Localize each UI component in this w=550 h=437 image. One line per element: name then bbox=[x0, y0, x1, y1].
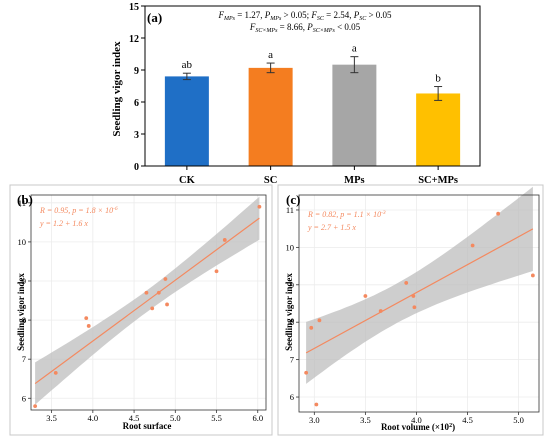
data-point bbox=[165, 302, 169, 307]
y-tick-label: 11 bbox=[286, 205, 294, 215]
bar-scmps bbox=[416, 93, 461, 166]
y-tick-label: 9 bbox=[290, 280, 294, 290]
panel-label: (c) bbox=[286, 192, 300, 207]
y-tick-label: 10 bbox=[18, 237, 27, 247]
scatter-panel-root-volume: 6 7 8 9 10 11 3.0 3.5 4.0 4.5 5.0 (c) R = 0.82, p… bbox=[277, 184, 544, 436]
correlation-text: R = 0.95, p = 1.8 × 10-6 bbox=[39, 206, 118, 215]
y-tick-label: 9 bbox=[22, 276, 26, 286]
data-point bbox=[378, 309, 383, 313]
data-point bbox=[363, 294, 368, 298]
data-point bbox=[257, 204, 262, 209]
y-tick-label: 7 bbox=[22, 354, 26, 364]
data-point bbox=[317, 318, 322, 323]
y-tick-label: 11 bbox=[18, 198, 26, 208]
x-tick-label: 4.0 bbox=[411, 415, 422, 425]
significance-letter: b bbox=[435, 73, 441, 85]
significance-letter: ab bbox=[182, 59, 193, 71]
data-point bbox=[404, 281, 409, 285]
data-point bbox=[163, 277, 168, 281]
data-point bbox=[411, 294, 416, 298]
plot-frame bbox=[30, 194, 267, 411]
x-tick-label: 5.0 bbox=[170, 413, 181, 423]
y-tick-label: 9 bbox=[134, 66, 139, 77]
y-axis-title: Seedling vigor index bbox=[111, 41, 123, 137]
panel-label: (b) bbox=[17, 192, 33, 207]
y-tick-label: 6 bbox=[134, 98, 139, 109]
y-tick-label: 3 bbox=[134, 130, 139, 141]
x-tick-label: SC bbox=[264, 175, 277, 186]
x-tick-label: SC+MPs bbox=[418, 175, 458, 186]
x-tick-label: 4.5 bbox=[129, 413, 140, 423]
equation-text: y = 2.7 + 1.5 x bbox=[307, 223, 356, 232]
data-point bbox=[222, 238, 227, 242]
x-axis-title: Root volume (×102) bbox=[381, 422, 455, 432]
significance-letter: a bbox=[268, 49, 273, 61]
y-tick-label: 7 bbox=[290, 355, 294, 365]
data-point bbox=[86, 324, 91, 328]
y-tick-label: 12 bbox=[129, 34, 139, 45]
x-tick-label: 3.5 bbox=[46, 413, 57, 423]
data-point bbox=[496, 211, 501, 216]
data-point bbox=[156, 290, 161, 295]
y-tick-label: 10 bbox=[286, 242, 295, 252]
y-tick-label: 6 bbox=[22, 393, 26, 403]
data-point bbox=[412, 305, 417, 310]
plot-frame bbox=[144, 5, 481, 167]
y-tick-label: 8 bbox=[290, 317, 294, 327]
bar-mps bbox=[332, 64, 377, 166]
x-tick-label: 3.0 bbox=[309, 415, 320, 425]
x-tick-label: 4.0 bbox=[88, 413, 99, 423]
data-point bbox=[84, 316, 89, 321]
data-point bbox=[33, 404, 38, 408]
y-tick-label: 8 bbox=[22, 315, 26, 325]
x-axis-title: Root surface bbox=[123, 421, 172, 431]
bar-sc bbox=[248, 67, 293, 166]
panel-label: (a) bbox=[147, 10, 162, 25]
x-tick-label: 5.0 bbox=[513, 415, 524, 425]
regression-line bbox=[305, 228, 534, 354]
y-tick-label: 15 bbox=[129, 2, 139, 13]
data-point bbox=[53, 370, 58, 375]
x-tick-label: 3.5 bbox=[360, 415, 371, 425]
data-point bbox=[304, 370, 309, 375]
x-tick-label: MPs bbox=[344, 175, 364, 186]
data-point bbox=[530, 273, 535, 278]
x-tick-label: 5.5 bbox=[211, 413, 222, 423]
y-tick-label: 6 bbox=[290, 392, 294, 402]
data-point bbox=[150, 306, 155, 311]
x-tick-label: 4.5 bbox=[462, 415, 473, 425]
x-tick-label: 6.0 bbox=[252, 413, 263, 423]
significance-letter: a bbox=[352, 43, 357, 55]
scatter-panel-root-surface: 6 7 8 9 10 11 3.5 4.0 4.5 5.0 5.5 6.0 (b) R = 0.95… bbox=[9, 184, 273, 436]
correlation-text: R = 0.82, p = 1.1 × 10-3 bbox=[307, 210, 386, 219]
plot-frame bbox=[298, 194, 540, 413]
x-tick-label: CK bbox=[179, 175, 196, 186]
data-point bbox=[144, 290, 149, 295]
data-point bbox=[214, 269, 219, 274]
data-point bbox=[314, 402, 319, 407]
regression-line bbox=[34, 217, 260, 385]
stats-line-2: FSC×MPs = 8.66, PSC×MPs < 0.05 bbox=[249, 22, 361, 34]
y-tick-label: 0 bbox=[134, 162, 139, 173]
data-point bbox=[470, 243, 475, 248]
y-axis-title: Seedling vigor index bbox=[16, 273, 26, 351]
equation-text: y = 1.2 + 1.6 x bbox=[39, 219, 88, 228]
stats-line-1: FMPs = 1.27, PMPs > 0.05; FSC = 2.54, PS… bbox=[217, 10, 392, 22]
confidence-band bbox=[306, 186, 533, 384]
y-axis-title: Seedling vigor index bbox=[284, 273, 294, 351]
data-point bbox=[309, 325, 314, 330]
bar-ck bbox=[164, 76, 209, 166]
